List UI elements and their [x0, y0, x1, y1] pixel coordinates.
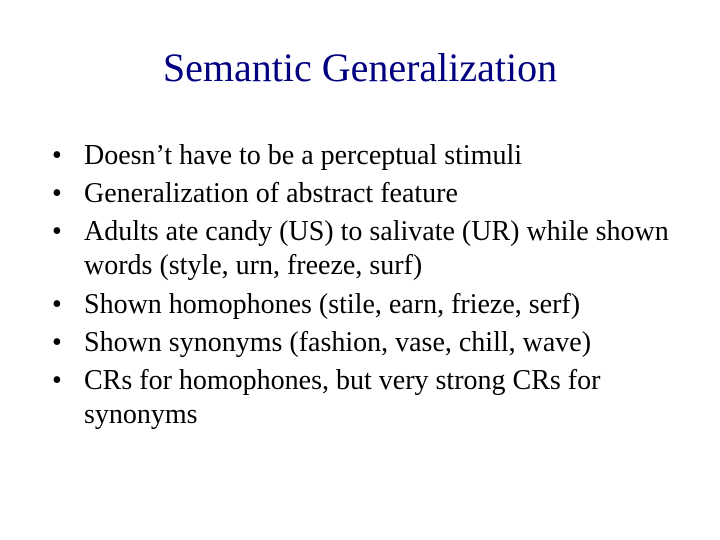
bullet-text: CRs for homophones, but very strong CRs … — [84, 365, 600, 430]
bullet-list: Doesn’t have to be a perceptual stimuli … — [40, 139, 680, 432]
bullet-text: Adults ate candy (US) to salivate (UR) w… — [84, 216, 669, 281]
bullet-text: Shown synonyms (fashion, vase, chill, wa… — [84, 327, 591, 358]
bullet-text: Generalization of abstract feature — [84, 178, 458, 209]
list-item: CRs for homophones, but very strong CRs … — [52, 364, 680, 432]
slide-title: Semantic Generalization — [40, 40, 680, 91]
bullet-text: Shown homophones (stile, earn, frieze, s… — [84, 289, 580, 320]
list-item: Shown synonyms (fashion, vase, chill, wa… — [52, 326, 680, 360]
list-item: Generalization of abstract feature — [52, 177, 680, 211]
list-item: Adults ate candy (US) to salivate (UR) w… — [52, 215, 680, 283]
bullet-text: Doesn’t have to be a perceptual stimuli — [84, 140, 522, 171]
list-item: Shown homophones (stile, earn, frieze, s… — [52, 288, 680, 322]
list-item: Doesn’t have to be a perceptual stimuli — [52, 139, 680, 173]
